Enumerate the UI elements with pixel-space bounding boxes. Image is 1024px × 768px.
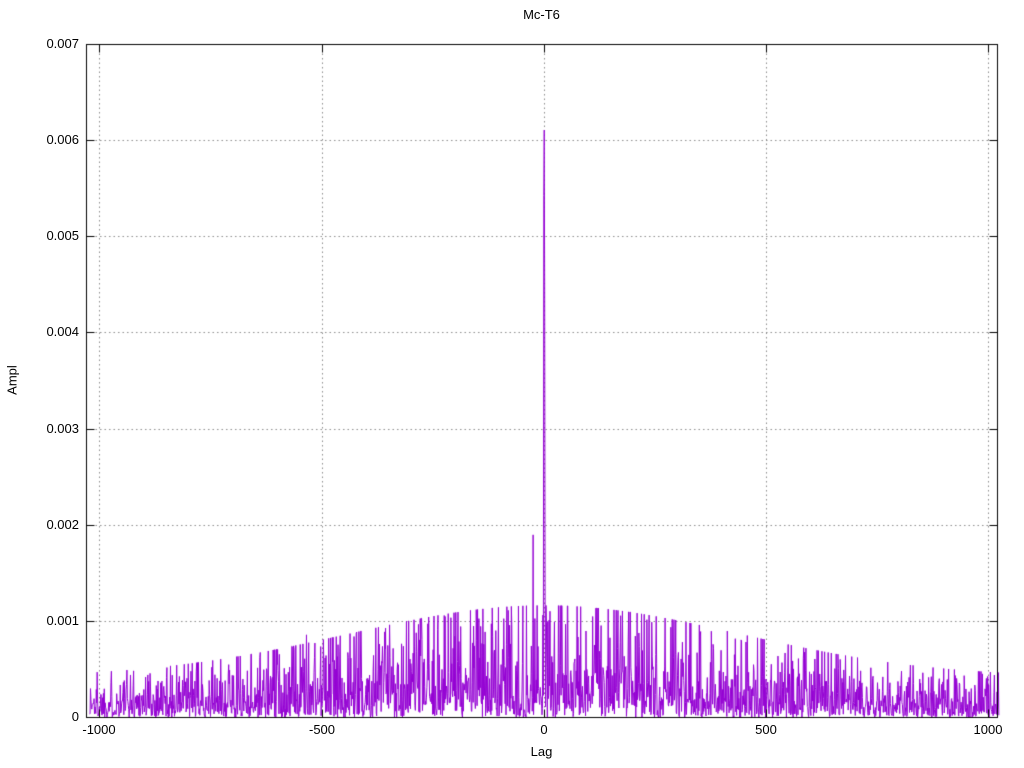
y-tick-label: 0 [71,709,79,724]
y-axis-label: Ampl [4,365,20,395]
y-tick-label: 0.001 [46,613,79,628]
y-tick-label: 0.005 [46,228,79,243]
y-tick-label: 0.002 [46,517,79,532]
x-tick-label: 0 [540,722,548,737]
x-axis-label: Lag [530,744,553,759]
x-tick-label: -1000 [82,722,116,737]
y-tick-label: 0.004 [46,324,79,339]
chart-title: Mc-T6 [523,7,560,22]
x-tick-label: 500 [755,722,777,737]
x-tick-label: 1000 [973,722,1003,737]
y-tick-label: 0.003 [46,421,79,436]
y-tick-label: 0.007 [46,36,79,51]
x-tick-label: -500 [308,722,336,737]
y-tick-label: 0.006 [46,132,79,147]
